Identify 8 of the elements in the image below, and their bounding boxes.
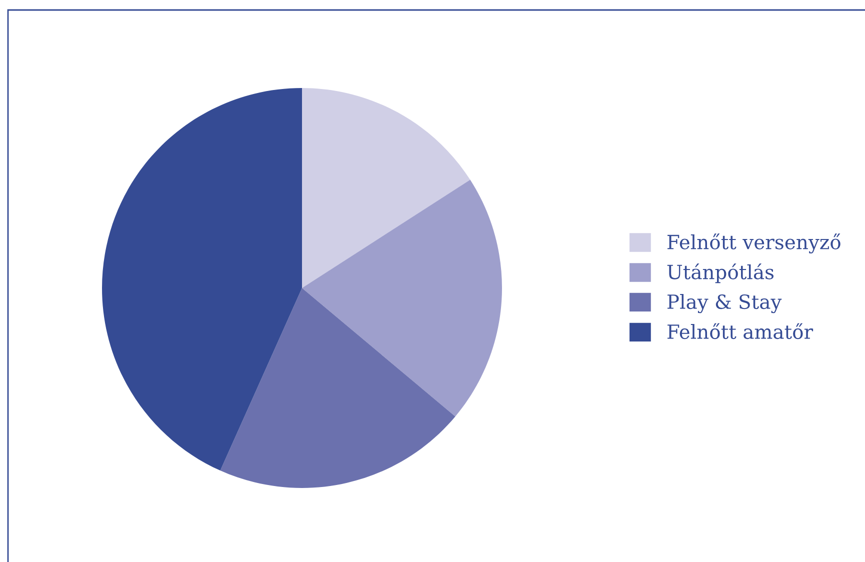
pie-slice xyxy=(102,88,302,471)
pie-slice xyxy=(302,180,502,416)
legend-label: Play & Stay xyxy=(668,294,782,314)
legend-label: Felnőtt versenyző xyxy=(668,234,840,254)
pie-slice xyxy=(220,288,456,488)
legend-label: Utánpótlás xyxy=(667,264,774,284)
legend-label: Felnőtt amatőr xyxy=(668,323,814,340)
pie-slice xyxy=(302,88,470,288)
